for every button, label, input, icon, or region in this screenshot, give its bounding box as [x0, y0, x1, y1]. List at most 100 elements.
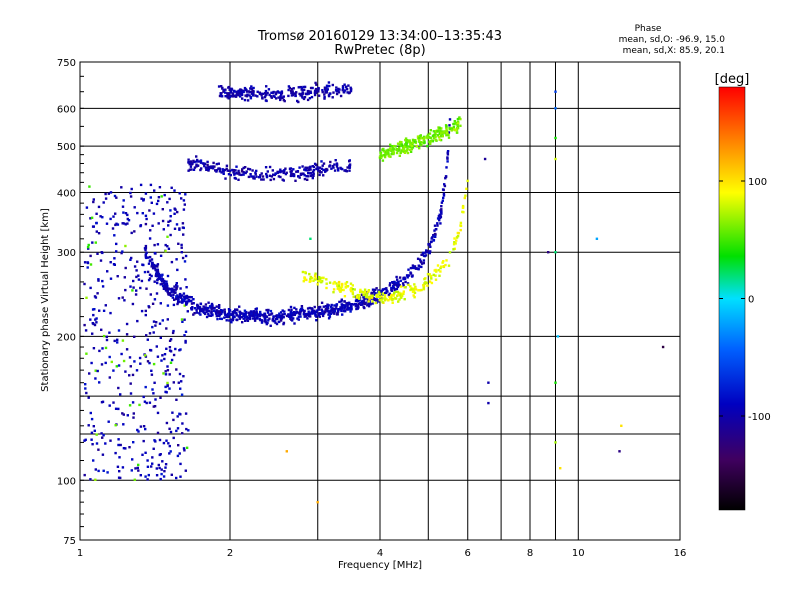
data-point	[334, 89, 338, 92]
data-point	[554, 441, 557, 444]
data-point	[212, 161, 215, 165]
data-point	[284, 167, 287, 170]
data-point	[423, 251, 427, 254]
data-point	[408, 274, 411, 277]
data-point	[661, 345, 665, 349]
data-point	[430, 277, 433, 280]
data-point	[347, 84, 350, 87]
data-point	[184, 301, 188, 305]
data-point	[148, 209, 151, 212]
data-point	[265, 322, 268, 326]
data-point	[290, 170, 293, 173]
data-point	[243, 309, 247, 312]
data-point	[418, 136, 421, 140]
data-point	[158, 275, 161, 278]
data-point	[131, 401, 135, 404]
data-point	[148, 332, 152, 335]
data-point	[182, 199, 186, 202]
data-point	[91, 332, 94, 335]
data-point	[177, 242, 180, 245]
data-point	[459, 117, 462, 121]
y-tick-label: 750	[57, 58, 76, 69]
data-point	[354, 299, 358, 302]
data-point	[363, 306, 366, 310]
data-point	[176, 210, 179, 214]
data-point	[135, 369, 139, 372]
data-point	[345, 170, 349, 173]
data-point	[352, 295, 355, 298]
data-point	[136, 428, 139, 432]
data-point	[144, 248, 147, 252]
data-point	[290, 313, 293, 317]
y-tick-label: 100	[57, 476, 76, 487]
data-point	[93, 308, 96, 311]
data-point	[118, 470, 121, 473]
data-point	[618, 450, 621, 453]
stats-x-mode: mean, sd,X: 85.9, 20.1	[623, 46, 725, 56]
data-point	[335, 282, 338, 285]
data-point	[111, 227, 115, 230]
data-point	[124, 244, 127, 248]
data-point	[357, 297, 361, 300]
data-point	[220, 312, 223, 315]
data-point	[266, 309, 269, 312]
data-point	[112, 369, 115, 372]
data-point	[291, 93, 295, 97]
data-point	[83, 282, 86, 286]
data-point	[144, 244, 148, 248]
data-point	[391, 281, 394, 284]
data-point	[287, 315, 290, 318]
data-point	[314, 272, 317, 275]
data-point	[190, 168, 193, 171]
data-point	[271, 169, 274, 172]
data-point	[444, 177, 447, 180]
data-point	[170, 473, 173, 476]
data-point	[446, 160, 449, 163]
data-point	[303, 174, 306, 177]
data-point	[175, 429, 178, 433]
data-point	[145, 334, 148, 337]
data-point	[234, 169, 237, 172]
data-point	[240, 93, 244, 97]
data-point	[102, 469, 105, 472]
data-point	[307, 92, 311, 95]
data-point	[108, 404, 111, 407]
data-point	[172, 329, 175, 333]
data-point	[461, 206, 465, 209]
data-point	[184, 341, 187, 344]
data-point	[97, 205, 101, 209]
data-point	[133, 478, 136, 481]
data-point	[159, 302, 162, 305]
data-point	[322, 305, 325, 308]
data-point	[280, 90, 284, 93]
data-point	[398, 276, 402, 279]
data-point	[328, 84, 331, 88]
data-point	[252, 86, 255, 90]
data-point	[313, 309, 316, 312]
data-point	[224, 95, 227, 98]
data-point	[94, 468, 97, 471]
data-point	[280, 93, 283, 96]
data-point	[420, 288, 423, 292]
data-point	[360, 300, 364, 304]
data-point	[178, 452, 181, 455]
data-point	[161, 219, 165, 223]
data-point	[345, 281, 349, 284]
data-point	[303, 309, 306, 313]
data-point	[271, 317, 275, 321]
data-point	[396, 281, 399, 284]
data-point	[154, 268, 157, 271]
data-point	[335, 305, 338, 308]
data-point	[210, 310, 213, 313]
data-point	[166, 274, 170, 278]
data-point	[187, 429, 190, 432]
data-point	[144, 222, 148, 226]
data-point	[91, 443, 94, 446]
data-point	[215, 169, 218, 172]
data-point	[239, 311, 242, 315]
data-point	[109, 277, 113, 280]
data-point	[339, 287, 342, 290]
data-point	[121, 412, 124, 415]
data-point	[343, 83, 346, 86]
data-point	[175, 282, 178, 285]
